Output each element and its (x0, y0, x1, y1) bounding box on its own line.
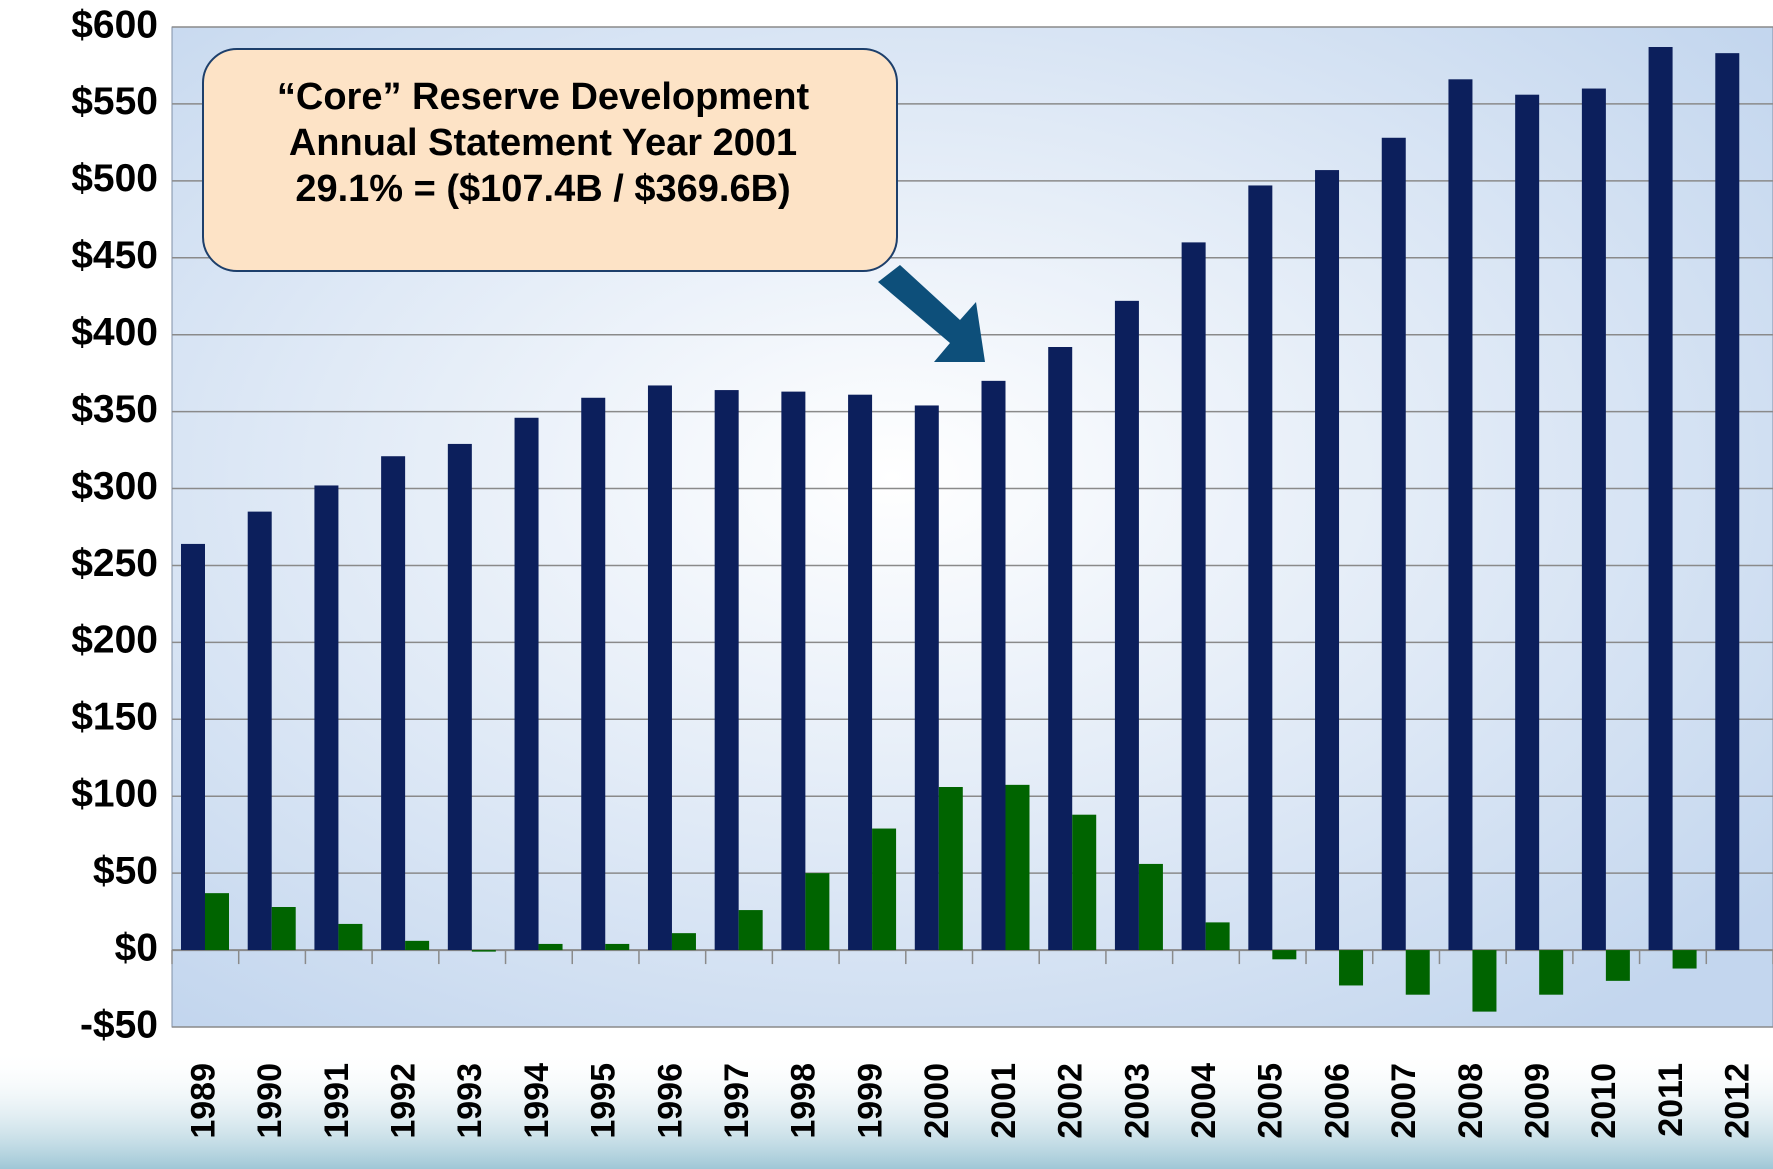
bar (1539, 950, 1564, 995)
x-tick-label: 1991 (318, 1063, 356, 1139)
bar (738, 910, 763, 951)
bar (181, 543, 205, 951)
bar (1405, 950, 1430, 995)
bar (1648, 47, 1673, 951)
bar (271, 907, 296, 951)
bar (1272, 950, 1297, 960)
x-tick-label: 2007 (1385, 1063, 1423, 1139)
annotation-box (202, 48, 898, 272)
x-tick-label: 1990 (251, 1063, 289, 1139)
annotation-line: “Core” Reserve Development (277, 76, 810, 118)
bar (1072, 814, 1097, 951)
bar (848, 394, 873, 951)
x-tick-label: 2006 (1318, 1063, 1356, 1139)
x-tick-label: 2001 (985, 1063, 1023, 1139)
x-tick-label: 2003 (1118, 1063, 1156, 1139)
x-tick-label: 2009 (1519, 1063, 1557, 1139)
bar (1114, 300, 1139, 951)
x-tick-label: 1994 (518, 1063, 556, 1139)
bar (1181, 242, 1206, 951)
bar (1248, 185, 1273, 951)
bar (938, 787, 963, 951)
bar (605, 943, 630, 951)
y-tick-label: $550 (71, 80, 158, 123)
bar (981, 380, 1006, 951)
bar (447, 443, 472, 951)
y-tick-label: -$50 (80, 1003, 158, 1046)
x-tick-label: 1996 (651, 1063, 689, 1139)
bar (1472, 950, 1497, 1012)
footer-band (0, 1050, 1773, 1169)
bar (405, 940, 430, 951)
bar (581, 397, 606, 951)
y-tick-label: $200 (71, 619, 158, 662)
annotation-arrow (878, 265, 985, 362)
bar (1448, 79, 1473, 951)
y-tick-label: $500 (71, 157, 158, 200)
bar (1605, 950, 1630, 981)
bar (805, 873, 830, 951)
x-tick-label: 1993 (451, 1063, 489, 1139)
x-tick-label: 2000 (918, 1063, 956, 1139)
bar (381, 456, 406, 951)
bar (714, 390, 739, 951)
y-tick-label: $50 (93, 849, 158, 892)
bar (671, 933, 696, 951)
y-tick-label: $300 (71, 465, 158, 508)
bar (471, 950, 496, 952)
bar (1381, 137, 1406, 951)
bar (538, 943, 563, 951)
x-tick-label: 1997 (718, 1063, 756, 1139)
bar (1339, 950, 1364, 986)
x-tick-label: 2002 (1052, 1063, 1090, 1139)
bar (914, 405, 939, 951)
x-tick-label: 2010 (1585, 1063, 1623, 1139)
bar (1138, 863, 1163, 951)
x-tick-label: 2011 (1652, 1063, 1690, 1137)
x-tick-label: 1989 (184, 1063, 222, 1139)
annotation-line: Annual Statement Year 2001 (289, 122, 797, 164)
bar (872, 828, 897, 951)
y-tick-label: $450 (71, 234, 158, 277)
y-tick-label: $100 (71, 773, 158, 816)
x-tick-label: 1999 (851, 1063, 889, 1139)
y-tick-label: $250 (71, 542, 158, 585)
bar (314, 485, 339, 951)
bar (1005, 784, 1030, 951)
x-tick-label: 2005 (1252, 1063, 1290, 1139)
bar (781, 391, 806, 951)
y-tick-label: $0 (115, 926, 158, 969)
y-tick-label: $400 (71, 311, 158, 354)
x-tick-label: 2004 (1185, 1063, 1223, 1139)
bar (247, 511, 272, 951)
y-tick-label: $350 (71, 388, 158, 431)
x-tick-label: 2008 (1452, 1063, 1490, 1139)
bar (1672, 950, 1697, 969)
x-tick-label: 1992 (384, 1063, 422, 1139)
bar (1515, 94, 1540, 951)
bar (1205, 922, 1230, 951)
bar (1048, 347, 1073, 951)
bar (647, 385, 672, 951)
x-tick-label: 2012 (1719, 1063, 1757, 1139)
bar (514, 417, 539, 951)
y-tick-label: $600 (71, 3, 158, 46)
x-tick-label: 1998 (785, 1063, 823, 1139)
bar (205, 893, 229, 951)
bar (1581, 88, 1606, 951)
bar (1715, 53, 1740, 951)
bar (1315, 170, 1340, 951)
y-tick-label: $150 (71, 696, 158, 739)
annotation-line: 29.1% = ($107.4B / $369.6B) (295, 168, 790, 210)
x-tick-label: 1995 (585, 1063, 623, 1139)
bar (338, 923, 363, 951)
